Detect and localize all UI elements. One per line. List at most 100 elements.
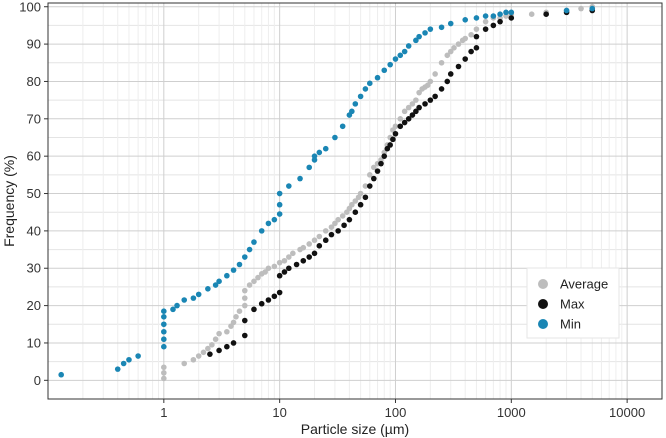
data-point bbox=[349, 201, 355, 208]
data-point bbox=[322, 145, 329, 152]
data-point bbox=[387, 142, 393, 148]
legend-label-average: Average bbox=[560, 277, 608, 292]
data-point bbox=[233, 314, 239, 320]
data-point bbox=[332, 220, 338, 227]
data-point bbox=[216, 347, 222, 354]
y-tick-label: 0 bbox=[34, 373, 41, 388]
data-point bbox=[473, 26, 480, 32]
data-point bbox=[578, 5, 584, 12]
data-point bbox=[276, 259, 283, 266]
data-point bbox=[241, 317, 248, 324]
data-point bbox=[286, 265, 292, 272]
plot-frame bbox=[47, 2, 663, 400]
data-point bbox=[381, 67, 388, 74]
data-point bbox=[316, 233, 323, 240]
data-point bbox=[205, 285, 211, 292]
y-tick-label: 30 bbox=[27, 261, 41, 276]
data-point bbox=[212, 282, 219, 288]
data-point bbox=[455, 63, 462, 70]
data-point bbox=[306, 164, 313, 171]
data-point bbox=[416, 89, 422, 96]
x-tick-label: 1 bbox=[160, 405, 167, 420]
data-point bbox=[366, 80, 373, 87]
data-point bbox=[170, 306, 176, 313]
y-axis-title: Frequency (%) bbox=[1, 155, 17, 247]
data-point bbox=[262, 269, 268, 275]
data-point bbox=[438, 86, 445, 92]
data-point bbox=[276, 201, 283, 208]
data-point bbox=[462, 35, 469, 42]
data-point bbox=[161, 336, 167, 343]
data-point bbox=[241, 295, 248, 301]
data-point bbox=[490, 22, 497, 29]
data-point bbox=[161, 328, 167, 335]
data-point bbox=[392, 123, 399, 130]
data-point bbox=[161, 343, 167, 350]
data-point bbox=[241, 302, 248, 309]
legend: Average Max Min bbox=[526, 267, 620, 339]
data-point bbox=[371, 164, 377, 171]
data-point bbox=[258, 300, 265, 307]
data-point bbox=[207, 351, 213, 357]
data-point bbox=[413, 108, 419, 115]
data-point bbox=[161, 321, 167, 328]
data-point bbox=[311, 237, 318, 244]
y-tick-label: 100 bbox=[19, 0, 41, 14]
data-point bbox=[161, 370, 167, 376]
data-point bbox=[362, 86, 369, 92]
data-point bbox=[311, 250, 318, 257]
data-point bbox=[462, 17, 469, 23]
data-point bbox=[276, 211, 283, 217]
data-point bbox=[276, 190, 283, 197]
data-point bbox=[444, 52, 451, 59]
data-point bbox=[161, 364, 167, 371]
data-point bbox=[241, 332, 248, 339]
data-point bbox=[332, 134, 338, 141]
data-point bbox=[451, 45, 457, 51]
data-point bbox=[328, 224, 335, 230]
data-point bbox=[381, 153, 388, 159]
data-point bbox=[405, 116, 412, 122]
data-point bbox=[508, 15, 515, 21]
data-point bbox=[468, 31, 474, 38]
data-point bbox=[405, 104, 412, 111]
data-point bbox=[311, 153, 318, 159]
data-point bbox=[422, 101, 428, 107]
data-point bbox=[271, 216, 278, 223]
data-point bbox=[258, 228, 265, 234]
data-point bbox=[216, 330, 222, 337]
data-point bbox=[212, 336, 219, 343]
x-tick-label: 10000 bbox=[609, 405, 645, 420]
data-point bbox=[241, 254, 248, 260]
data-point bbox=[224, 328, 230, 335]
data-point bbox=[306, 254, 313, 260]
data-point bbox=[271, 263, 278, 270]
data-point bbox=[114, 366, 121, 372]
data-point bbox=[306, 241, 313, 247]
data-point bbox=[447, 48, 454, 55]
data-point bbox=[392, 56, 399, 62]
data-point bbox=[251, 239, 257, 245]
series-min bbox=[58, 5, 596, 378]
data-point bbox=[427, 26, 434, 32]
data-point bbox=[508, 9, 515, 16]
data-point bbox=[543, 11, 549, 18]
data-point bbox=[224, 272, 230, 279]
data-point bbox=[349, 108, 355, 115]
data-point bbox=[300, 257, 307, 264]
data-point bbox=[462, 56, 469, 62]
y-tick-label: 40 bbox=[27, 223, 41, 238]
data-point bbox=[503, 9, 509, 16]
data-point bbox=[497, 18, 503, 25]
data-point bbox=[413, 37, 419, 44]
data-point bbox=[339, 213, 346, 219]
legend-label-min: Min bbox=[560, 317, 581, 332]
data-point bbox=[422, 30, 428, 36]
data-point bbox=[161, 308, 167, 315]
data-point bbox=[528, 11, 535, 18]
data-point bbox=[300, 244, 307, 251]
data-point bbox=[432, 71, 438, 77]
data-point bbox=[290, 250, 296, 257]
data-point bbox=[205, 345, 211, 352]
